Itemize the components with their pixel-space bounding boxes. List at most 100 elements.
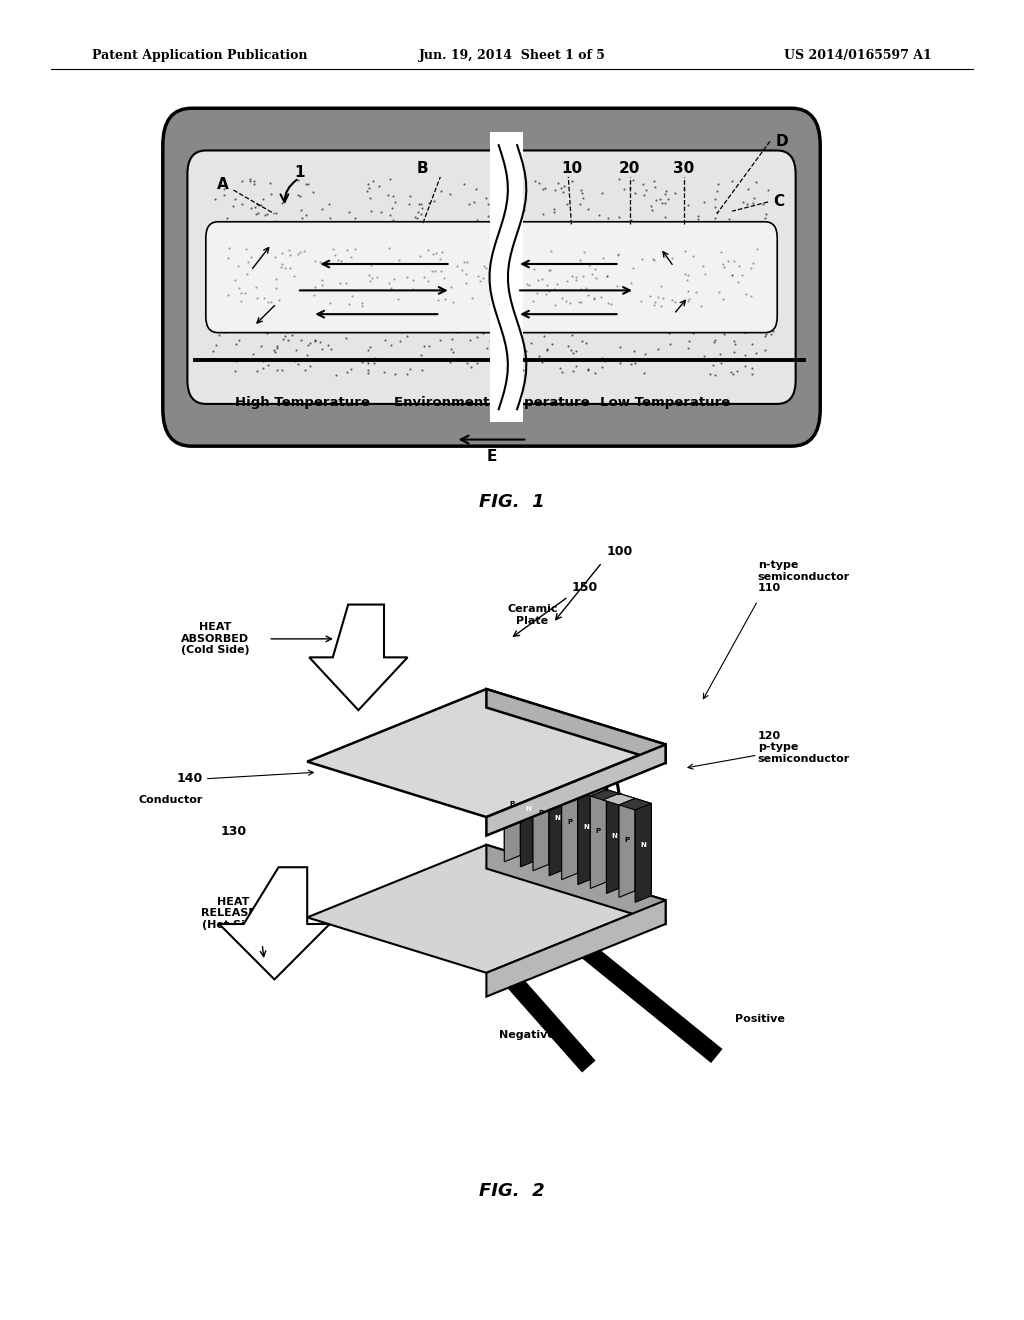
Point	[687, 271, 703, 292]
Point	[414, 350, 430, 371]
Point	[331, 213, 347, 234]
Point	[411, 193, 427, 214]
Point	[707, 330, 723, 351]
Point	[567, 267, 584, 288]
Point	[573, 330, 590, 351]
Point	[347, 267, 364, 288]
Point	[680, 280, 696, 301]
Point	[646, 177, 663, 198]
Text: Low Temperature: Low Temperature	[600, 396, 731, 409]
Point	[319, 334, 336, 355]
Point	[440, 227, 457, 248]
Point	[253, 195, 269, 216]
Point	[519, 251, 536, 272]
Point	[720, 251, 736, 272]
Text: N: N	[611, 833, 617, 838]
Point	[250, 277, 266, 298]
Point	[745, 294, 762, 315]
Point	[434, 242, 451, 263]
Point	[737, 321, 754, 342]
Point	[553, 259, 569, 280]
Point	[663, 297, 679, 318]
Point	[407, 282, 423, 304]
Point	[492, 228, 508, 249]
Point	[559, 271, 575, 292]
Point	[489, 321, 506, 342]
Point	[367, 352, 383, 374]
Point	[314, 338, 331, 359]
Point	[341, 272, 357, 293]
Point	[572, 194, 589, 215]
Polygon shape	[618, 799, 651, 810]
Point	[454, 260, 470, 281]
Polygon shape	[486, 900, 666, 997]
Point	[585, 264, 601, 285]
Point	[551, 251, 567, 272]
Point	[383, 279, 399, 300]
Point	[387, 364, 403, 385]
Point	[642, 285, 658, 306]
Point	[229, 256, 246, 277]
Point	[342, 220, 358, 242]
Point	[268, 268, 285, 289]
Point	[450, 255, 466, 276]
Point	[341, 293, 357, 314]
Point	[463, 356, 479, 378]
Point	[330, 249, 346, 271]
Point	[706, 300, 722, 321]
Point	[625, 257, 641, 279]
Point	[357, 220, 374, 242]
Point	[731, 256, 748, 277]
Point	[221, 238, 238, 259]
Point	[304, 253, 321, 275]
Point	[273, 359, 290, 380]
Point	[558, 286, 574, 308]
Point	[760, 180, 776, 201]
Point	[734, 293, 751, 314]
Point	[701, 275, 718, 296]
Point	[406, 269, 422, 290]
Polygon shape	[561, 780, 594, 792]
Point	[230, 329, 247, 350]
Point	[549, 244, 565, 265]
Point	[639, 264, 655, 285]
Point	[237, 261, 253, 282]
Text: P: P	[539, 810, 544, 816]
Polygon shape	[635, 804, 651, 903]
Point	[610, 168, 627, 189]
Point	[709, 201, 725, 222]
Point	[743, 318, 760, 339]
Point	[688, 228, 705, 249]
Point	[539, 339, 555, 360]
Point	[625, 169, 641, 190]
Point	[294, 207, 310, 228]
Point	[469, 352, 485, 374]
Point	[707, 197, 723, 218]
Point	[362, 337, 379, 358]
Point	[305, 182, 322, 203]
Point	[364, 253, 380, 275]
Point	[269, 226, 286, 247]
Point	[343, 359, 359, 380]
Point	[547, 180, 563, 201]
Point	[307, 286, 324, 308]
Point	[612, 337, 629, 358]
Point	[293, 199, 309, 220]
Point	[557, 290, 573, 312]
Point	[724, 170, 740, 191]
Point	[545, 348, 561, 370]
Polygon shape	[618, 799, 635, 898]
Point	[737, 306, 754, 327]
Point	[502, 326, 518, 347]
Point	[530, 173, 547, 194]
Point	[567, 341, 584, 362]
Text: 1: 1	[295, 165, 305, 181]
Point	[526, 259, 543, 280]
Point	[706, 223, 722, 244]
Point	[355, 312, 372, 333]
Point	[494, 240, 510, 261]
Point	[338, 231, 354, 252]
Point	[219, 226, 236, 247]
Point	[226, 269, 243, 290]
Point	[649, 338, 666, 359]
